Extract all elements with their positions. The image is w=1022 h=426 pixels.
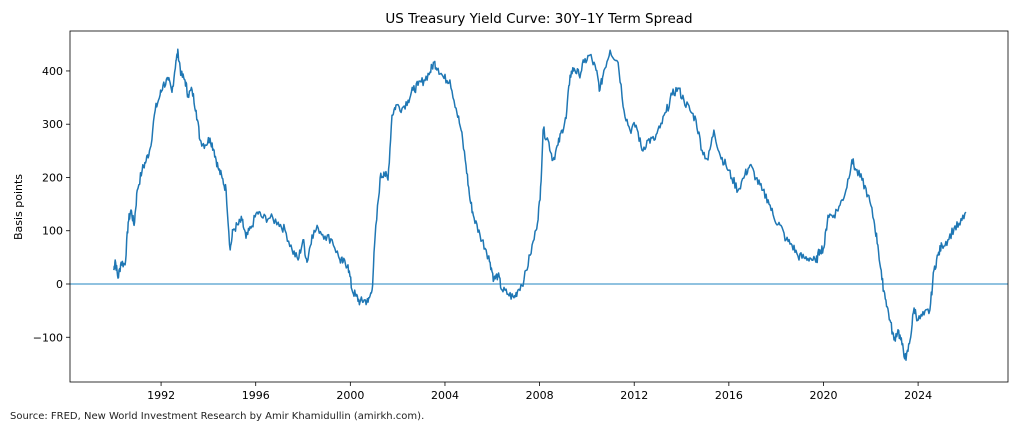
x-tick-label: 2008 (526, 389, 554, 402)
source-note: Source: FRED, New World Investment Resea… (10, 411, 425, 422)
y-tick-label: −100 (33, 331, 63, 344)
y-tick-label: 400 (42, 65, 63, 78)
x-tick-label: 1992 (147, 389, 175, 402)
x-tick-label: 1996 (242, 389, 270, 402)
y-tick-label: 100 (42, 225, 63, 238)
x-tick-label: 2020 (809, 389, 837, 402)
x-tick-label: 2016 (715, 389, 743, 402)
chart-title: US Treasury Yield Curve: 30Y–1Y Term Spr… (385, 11, 692, 27)
x-tick-label: 2012 (620, 389, 648, 402)
x-tick-label: 2000 (336, 389, 364, 402)
x-tick-label: 2004 (431, 389, 459, 402)
x-tick-label: 2024 (904, 389, 932, 402)
y-axis-label: Basis points (12, 174, 25, 240)
spread-series-line (113, 48, 967, 361)
plot-frame (69, 30, 1009, 383)
y-tick-label: 200 (42, 171, 63, 184)
y-tick-label: 300 (42, 118, 63, 131)
y-tick-label: 0 (56, 278, 63, 291)
